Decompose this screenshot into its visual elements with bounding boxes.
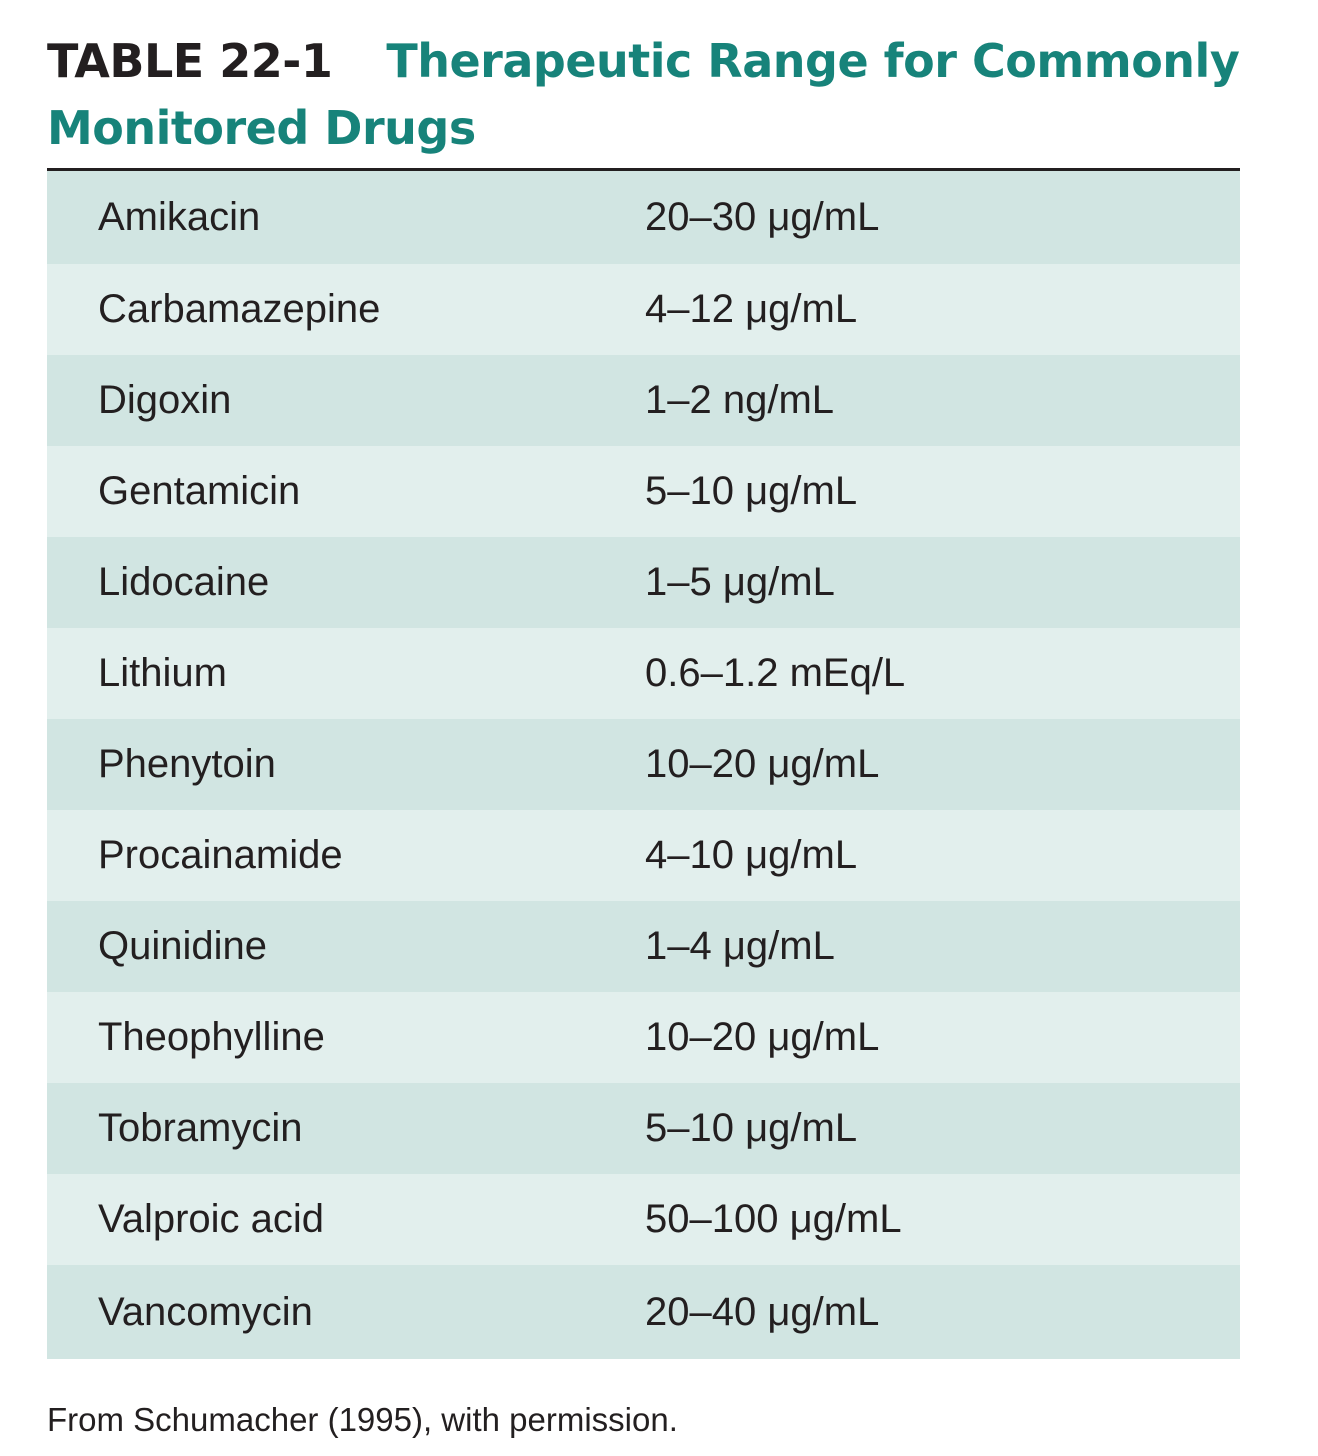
table-row: Lidocaine 1–5 μg/mL	[47, 537, 1240, 628]
therapeutic-range: 10–20 μg/mL	[645, 992, 1240, 1083]
drug-name: Lidocaine	[47, 537, 645, 628]
therapeutic-range: 5–10 μg/mL	[645, 1083, 1240, 1174]
drug-name: Quinidine	[47, 901, 645, 992]
table-row: Procainamide 4–10 μg/mL	[47, 810, 1240, 901]
drug-name: Valproic acid	[47, 1174, 645, 1265]
table-caption: TABLE 22-1 Therapeutic Range for Commonly…	[47, 28, 1240, 162]
therapeutic-range: 1–4 μg/mL	[645, 901, 1240, 992]
table-row: Amikacin 20–30 μg/mL	[47, 171, 1240, 264]
therapeutic-range: 10–20 μg/mL	[645, 719, 1240, 810]
table-row: Theophylline 10–20 μg/mL	[47, 992, 1240, 1083]
therapeutic-range: 1–2 ng/mL	[645, 355, 1240, 446]
drug-name: Carbamazepine	[47, 264, 645, 355]
drug-name: Lithium	[47, 628, 645, 719]
therapeutic-range: 20–30 μg/mL	[645, 171, 1240, 264]
therapeutic-range: 5–10 μg/mL	[645, 446, 1240, 537]
drug-name: Theophylline	[47, 992, 645, 1083]
drug-name: Procainamide	[47, 810, 645, 901]
table-row: Carbamazepine 4–12 μg/mL	[47, 264, 1240, 355]
drug-name: Gentamicin	[47, 446, 645, 537]
table-row: Quinidine 1–4 μg/mL	[47, 901, 1240, 992]
table-row: Phenytoin 10–20 μg/mL	[47, 719, 1240, 810]
drug-name: Digoxin	[47, 355, 645, 446]
therapeutic-range: 4–10 μg/mL	[645, 810, 1240, 901]
drug-name: Phenytoin	[47, 719, 645, 810]
table-row: Vancomycin 20–40 μg/mL	[47, 1265, 1240, 1359]
table-row: Lithium 0.6–1.2 mEq/L	[47, 628, 1240, 719]
drug-range-table: Amikacin 20–30 μg/mL Carbamazepine 4–12 …	[47, 171, 1240, 1359]
therapeutic-range: 4–12 μg/mL	[645, 264, 1240, 355]
table-row: Tobramycin 5–10 μg/mL	[47, 1083, 1240, 1174]
therapeutic-range: 1–5 μg/mL	[645, 537, 1240, 628]
table-row: Digoxin 1–2 ng/mL	[47, 355, 1240, 446]
drug-name: Vancomycin	[47, 1265, 645, 1359]
table-number: TABLE 22-1	[47, 34, 333, 88]
drug-name: Amikacin	[47, 171, 645, 264]
therapeutic-range: 0.6–1.2 mEq/L	[645, 628, 1240, 719]
therapeutic-range: 20–40 μg/mL	[645, 1265, 1240, 1359]
header-rule	[47, 168, 1240, 171]
drug-name: Tobramycin	[47, 1083, 645, 1174]
table-row: Gentamicin 5–10 μg/mL	[47, 446, 1240, 537]
table-title: Therapeutic Range for Commonly Monitored…	[47, 34, 1240, 155]
therapeutic-range: 50–100 μg/mL	[645, 1174, 1240, 1265]
table-figure: TABLE 22-1 Therapeutic Range for Commonly…	[47, 28, 1240, 1359]
source-note: From Schumacher (1995), with permission.	[47, 1401, 678, 1438]
table-row: Valproic acid 50–100 μg/mL	[47, 1174, 1240, 1265]
